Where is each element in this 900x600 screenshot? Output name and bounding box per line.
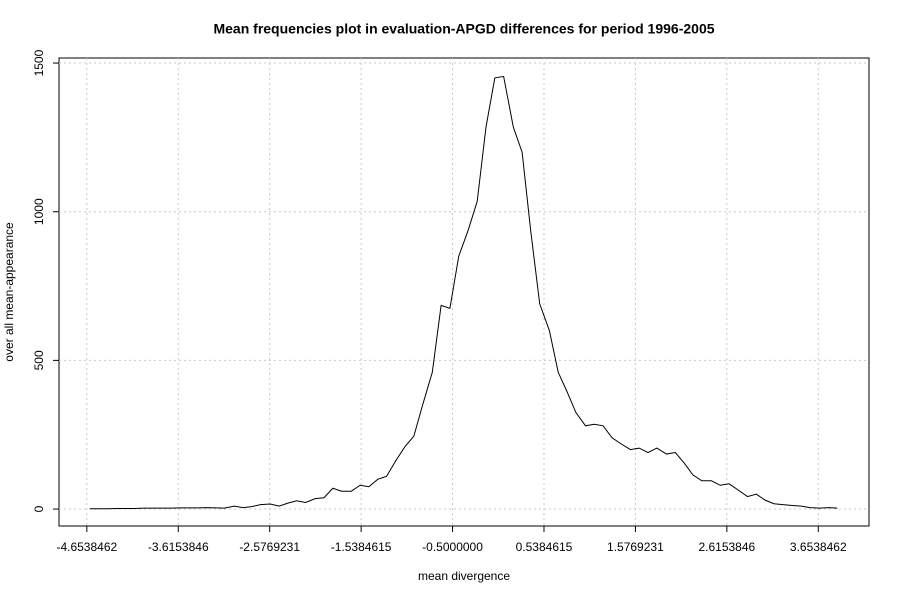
x-tick-label: -0.5000000 <box>422 540 483 554</box>
x-tick-label: 3.6538462 <box>790 540 847 554</box>
x-tick-label: -3.6153846 <box>148 540 209 554</box>
y-tick-label: 500 <box>32 350 46 370</box>
x-tick-label: 0.5384615 <box>516 540 573 554</box>
x-tick-label: -2.5769231 <box>239 540 300 554</box>
x-tick-label: 2.6153846 <box>698 540 755 554</box>
x-tick-label: 1.5769231 <box>607 540 664 554</box>
y-axis-label: over all mean-appearance <box>2 222 16 362</box>
y-tick-label: 1000 <box>32 198 46 225</box>
x-axis-label: mean divergence <box>418 569 510 583</box>
y-tick-label: 1500 <box>32 49 46 76</box>
plot-frame <box>58 57 870 527</box>
x-tick-label: -4.6538462 <box>56 540 117 554</box>
data-line <box>89 75 838 510</box>
x-tick-label: -1.5384615 <box>331 540 392 554</box>
chart-title: Mean frequencies plot in evaluation-APGD… <box>213 21 714 37</box>
y-tick-label: 0 <box>32 505 46 512</box>
